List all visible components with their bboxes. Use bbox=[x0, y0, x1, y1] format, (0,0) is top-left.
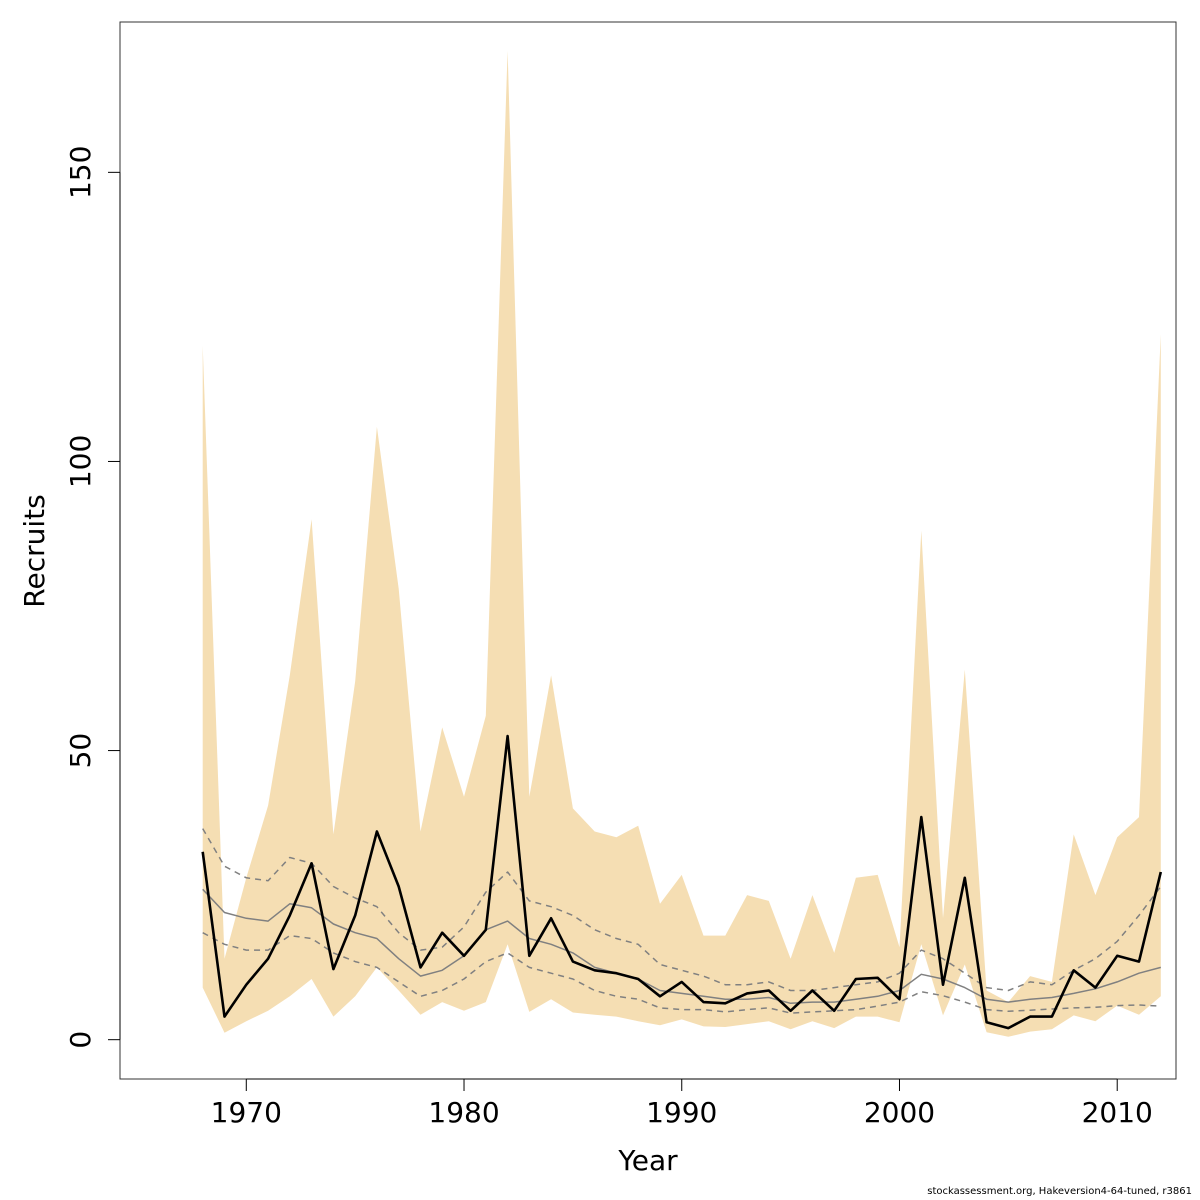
x-tick-label: 1980 bbox=[428, 1096, 499, 1129]
mean-line bbox=[202, 888, 1161, 1005]
x-tick-label: 2000 bbox=[864, 1096, 935, 1129]
y-tick-label: 150 bbox=[64, 146, 97, 199]
y-axis-label: Recruits bbox=[18, 494, 51, 607]
x-tick-label: 2010 bbox=[1082, 1096, 1153, 1129]
x-axis: 1970 1980 1990 2000 2010 bbox=[211, 1078, 1153, 1129]
y-tick-label: 100 bbox=[64, 435, 97, 488]
y-tick-label: 0 bbox=[64, 1031, 97, 1049]
confidence-band bbox=[202, 50, 1161, 1037]
x-tick-label: 1990 bbox=[646, 1096, 717, 1129]
plot-area bbox=[201, 50, 1163, 1037]
y-axis: 0 50 100 150 bbox=[64, 146, 121, 1049]
upper-quantile-line bbox=[202, 828, 1162, 992]
credit-text: stockassessment.org, Hakeversion4-64-tun… bbox=[927, 1186, 1192, 1197]
lower-quantile-line bbox=[202, 932, 1161, 1014]
x-tick-label: 1970 bbox=[211, 1096, 282, 1129]
main-line bbox=[201, 734, 1163, 1030]
y-tick-label: 50 bbox=[64, 733, 97, 769]
x-axis-label: Year bbox=[617, 1144, 678, 1177]
